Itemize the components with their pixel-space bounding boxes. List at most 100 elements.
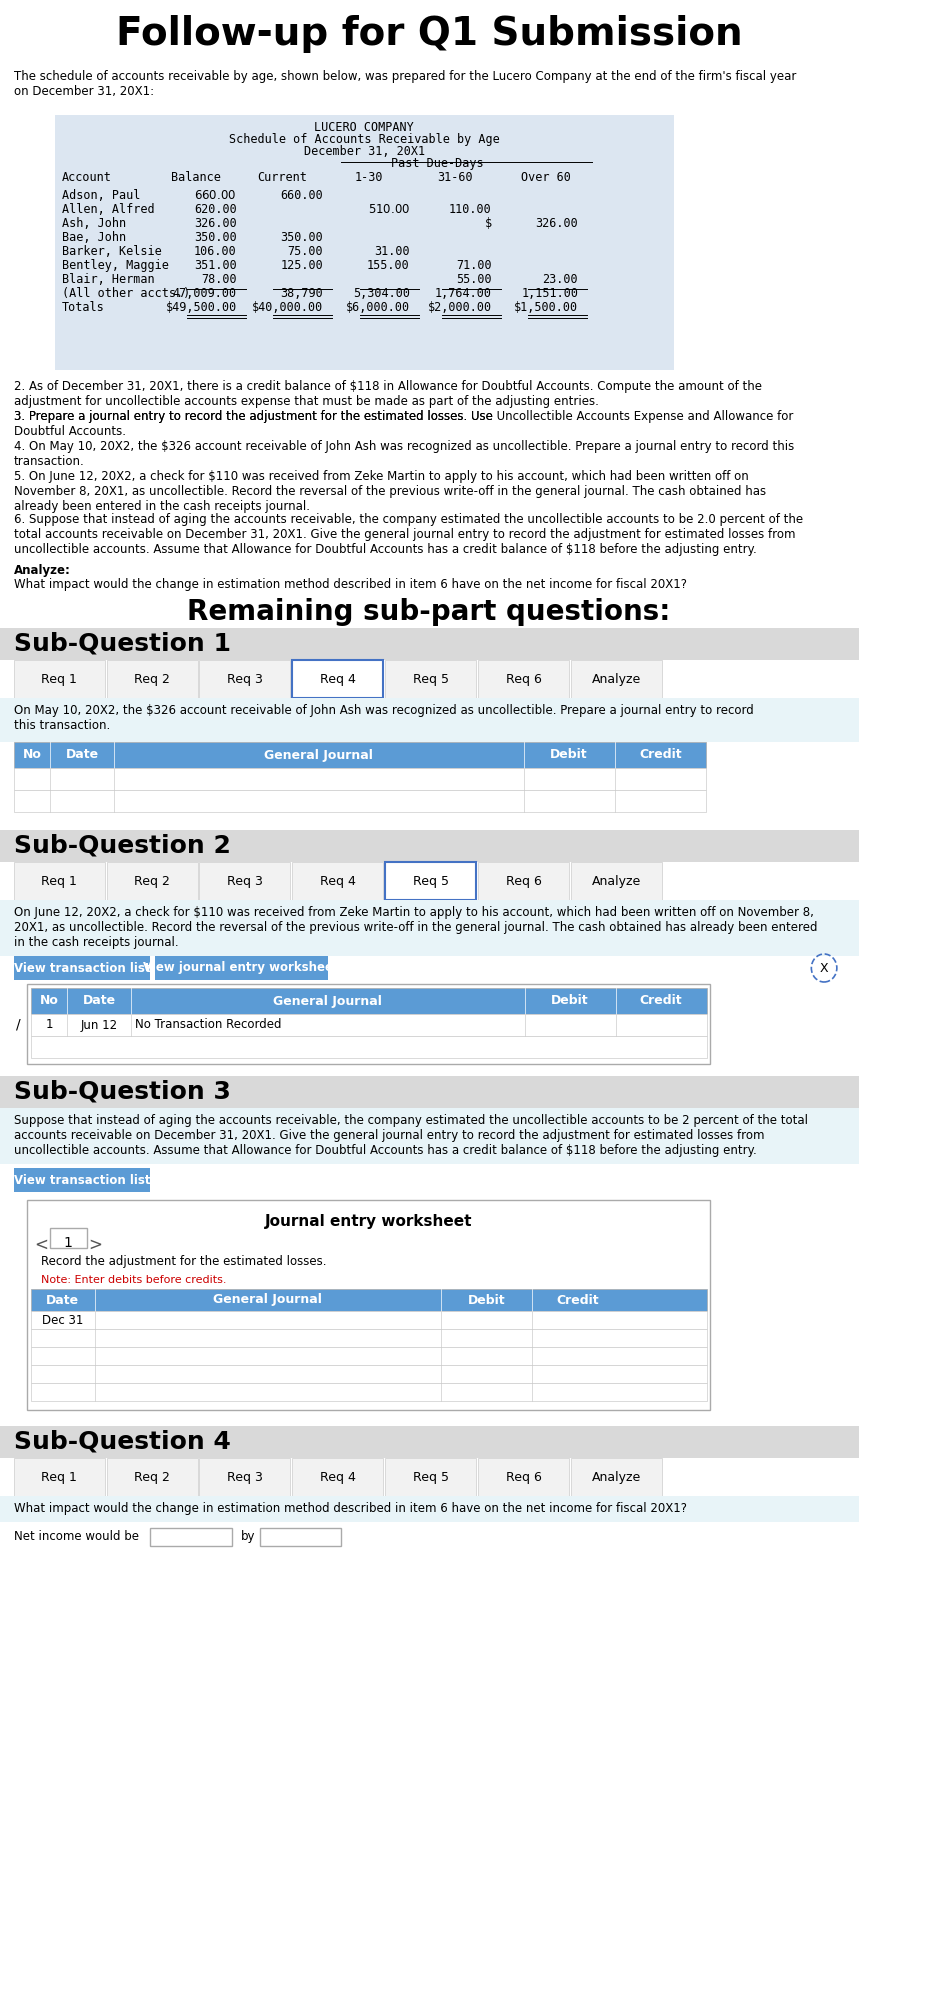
Text: Sub-Question 4: Sub-Question 4 <box>13 1430 230 1454</box>
Text: No Transaction Recorded: No Transaction Recorded <box>135 1018 281 1032</box>
Bar <box>13 660 105 698</box>
Text: 31-60: 31-60 <box>438 172 473 184</box>
Text: Credit: Credit <box>556 1294 599 1306</box>
Text: Remaining sub-part questions:: Remaining sub-part questions: <box>188 598 670 626</box>
Text: X: X <box>819 962 828 974</box>
Text: by: by <box>241 1530 256 1544</box>
Text: General Journal: General Journal <box>213 1294 323 1306</box>
Text: 5. On June 12, 20X2, a check for $110 was received from Zeke Martin to apply to : 5. On June 12, 20X2, a check for $110 wa… <box>13 470 766 512</box>
Bar <box>292 862 384 900</box>
Text: Analyze: Analyze <box>592 672 641 686</box>
Text: Debit: Debit <box>551 748 587 762</box>
Bar <box>259 1528 341 1546</box>
Bar <box>478 660 570 698</box>
Text: No: No <box>40 994 58 1008</box>
Text: Ash, John: Ash, John <box>62 216 126 230</box>
Bar <box>478 1458 570 1496</box>
Bar <box>385 1458 476 1496</box>
Text: >: > <box>89 1236 103 1254</box>
Text: Req 4: Req 4 <box>320 1470 356 1484</box>
Bar <box>199 1458 290 1496</box>
Bar <box>571 862 662 900</box>
Text: 350.00: 350.00 <box>194 230 237 244</box>
Text: Req 5: Req 5 <box>413 874 449 888</box>
Bar <box>199 862 290 900</box>
Text: Debit: Debit <box>468 1294 505 1306</box>
Text: Analyze:: Analyze: <box>13 564 71 576</box>
Text: General Journal: General Journal <box>273 994 382 1008</box>
Bar <box>0 1496 859 1522</box>
Text: 78.00: 78.00 <box>201 272 237 286</box>
Text: What impact would the change in estimation method described in item 6 have on th: What impact would the change in estimati… <box>13 1502 687 1516</box>
Text: Req 6: Req 6 <box>505 874 541 888</box>
Text: Current: Current <box>257 172 307 184</box>
Bar <box>31 988 706 1014</box>
Bar <box>50 1228 87 1248</box>
Text: 125.00: 125.00 <box>280 258 323 272</box>
Bar <box>31 1328 706 1348</box>
Text: Date: Date <box>83 994 116 1008</box>
Bar <box>55 114 674 370</box>
Text: View transaction list: View transaction list <box>14 1174 150 1186</box>
Text: /: / <box>16 1018 21 1032</box>
Text: 1,764.00: 1,764.00 <box>435 286 491 300</box>
Text: Date: Date <box>65 748 98 762</box>
Text: General Journal: General Journal <box>264 748 373 762</box>
Text: 350.00: 350.00 <box>280 230 323 244</box>
Text: Credit: Credit <box>639 994 683 1008</box>
Text: On June 12, 20X2, a check for $110 was received from Zeke Martin to apply to his: On June 12, 20X2, a check for $110 was r… <box>13 906 818 950</box>
Text: Analyze: Analyze <box>592 1470 641 1484</box>
Bar <box>31 1036 706 1058</box>
Text: Req 5: Req 5 <box>413 1470 449 1484</box>
Text: Req 2: Req 2 <box>134 1470 170 1484</box>
Text: $ 510.00 $: $ 510.00 $ <box>368 204 410 216</box>
Bar <box>107 660 198 698</box>
Text: View transaction list: View transaction list <box>14 962 150 974</box>
Text: Totals: Totals <box>62 300 105 314</box>
Bar <box>31 1014 706 1036</box>
Bar <box>31 1312 706 1328</box>
Text: Schedule of Accounts Receivable by Age: Schedule of Accounts Receivable by Age <box>229 132 500 146</box>
Bar <box>31 1384 706 1400</box>
Text: 1,151.00: 1,151.00 <box>521 286 578 300</box>
Bar <box>13 1458 105 1496</box>
Bar <box>13 768 705 790</box>
Text: $1,500.00: $1,500.00 <box>514 300 578 314</box>
Text: On May 10, 20X2, the $326 account receivable of John Ash was recognized as uncol: On May 10, 20X2, the $326 account receiv… <box>13 704 753 732</box>
Text: Credit: Credit <box>638 748 682 762</box>
Text: 6. Suppose that instead of aging the accounts receivable, the company estimated : 6. Suppose that instead of aging the acc… <box>13 512 802 556</box>
Bar <box>478 862 570 900</box>
Text: View journal entry worksheet: View journal entry worksheet <box>143 962 339 974</box>
Text: 1: 1 <box>45 1018 53 1032</box>
Text: Debit: Debit <box>552 994 588 1008</box>
Text: Sub-Question 3: Sub-Question 3 <box>13 1080 230 1104</box>
Bar <box>571 660 662 698</box>
Bar <box>385 862 476 900</box>
Text: December 31, 20X1: December 31, 20X1 <box>304 146 424 158</box>
Text: Account: Account <box>62 172 112 184</box>
Bar <box>107 862 198 900</box>
Bar <box>13 790 705 812</box>
Bar <box>13 742 705 768</box>
Text: Analyze: Analyze <box>592 874 641 888</box>
Text: The schedule of accounts receivable by age, shown below, was prepared for the Lu: The schedule of accounts receivable by a… <box>13 70 796 98</box>
Text: Blair, Herman: Blair, Herman <box>62 272 155 286</box>
Text: Journal entry worksheet: Journal entry worksheet <box>265 1214 472 1228</box>
Bar <box>13 1168 150 1192</box>
Text: Req 2: Req 2 <box>134 672 170 686</box>
Text: Past Due-Days: Past Due-Days <box>390 158 484 170</box>
Text: What impact would the change in estimation method described in item 6 have on th: What impact would the change in estimati… <box>13 578 687 592</box>
Text: <: < <box>34 1236 48 1254</box>
Bar <box>31 1348 706 1364</box>
Bar <box>107 1458 198 1496</box>
Bar <box>13 862 105 900</box>
Text: Net income would be: Net income would be <box>13 1530 139 1544</box>
Text: 326.00: 326.00 <box>194 216 237 230</box>
Text: 620.00: 620.00 <box>194 204 237 216</box>
Text: Adson, Paul: Adson, Paul <box>62 190 141 202</box>
Bar <box>0 698 859 742</box>
Text: 31.00: 31.00 <box>374 244 410 258</box>
Bar <box>0 628 859 660</box>
Text: 3. Prepare a journal entry to record the adjustment for the estimated losses. Us: 3. Prepare a journal entry to record the… <box>13 410 530 424</box>
Text: 38,790: 38,790 <box>280 286 323 300</box>
